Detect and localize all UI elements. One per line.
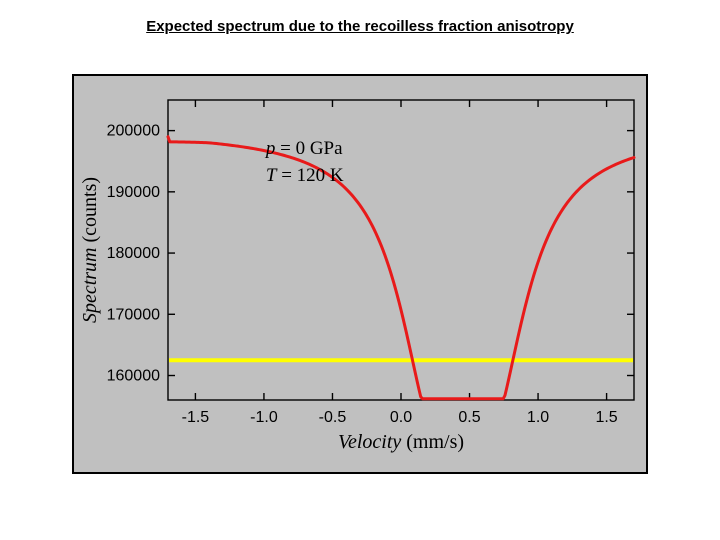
ytick-label: 180000 <box>107 245 160 262</box>
page-title: Expected spectrum due to the recoilless … <box>146 18 574 35</box>
xtick-label: 1.5 <box>595 409 617 426</box>
figure-frame: 160000 170000 180000 190000 200000 -1.5 -1.0 -0… <box>72 74 648 474</box>
page-title-container: Expected spectrum due to the recoilless … <box>0 18 720 36</box>
xtick-label: 0.5 <box>458 409 480 426</box>
y-axis-label: Spectrum (counts) <box>79 177 101 323</box>
xtick-label: 0.0 <box>390 409 412 426</box>
spectrum-chart: 160000 170000 180000 190000 200000 -1.5 -1.0 -0… <box>74 76 646 472</box>
xtick-label: -0.5 <box>319 409 347 426</box>
plot-svg-container: 160000 170000 180000 190000 200000 -1.5 -1.0 -0… <box>74 76 646 472</box>
xtick-label: 1.0 <box>527 409 549 426</box>
page-root: { "title": "Expected spectrum due to the… <box>0 0 720 540</box>
ytick-label: 200000 <box>107 123 160 140</box>
annotation-pressure: p = 0 GPa <box>264 138 343 159</box>
xtick-label: -1.0 <box>250 409 278 426</box>
x-axis-label: Velocity (mm/s) <box>338 431 464 453</box>
xtick-label: -1.5 <box>182 409 210 426</box>
ytick-label: 190000 <box>107 184 160 201</box>
annotation-temperature: T = 120 K <box>266 165 344 186</box>
ytick-label: 160000 <box>107 368 160 385</box>
ytick-label: 170000 <box>107 306 160 323</box>
